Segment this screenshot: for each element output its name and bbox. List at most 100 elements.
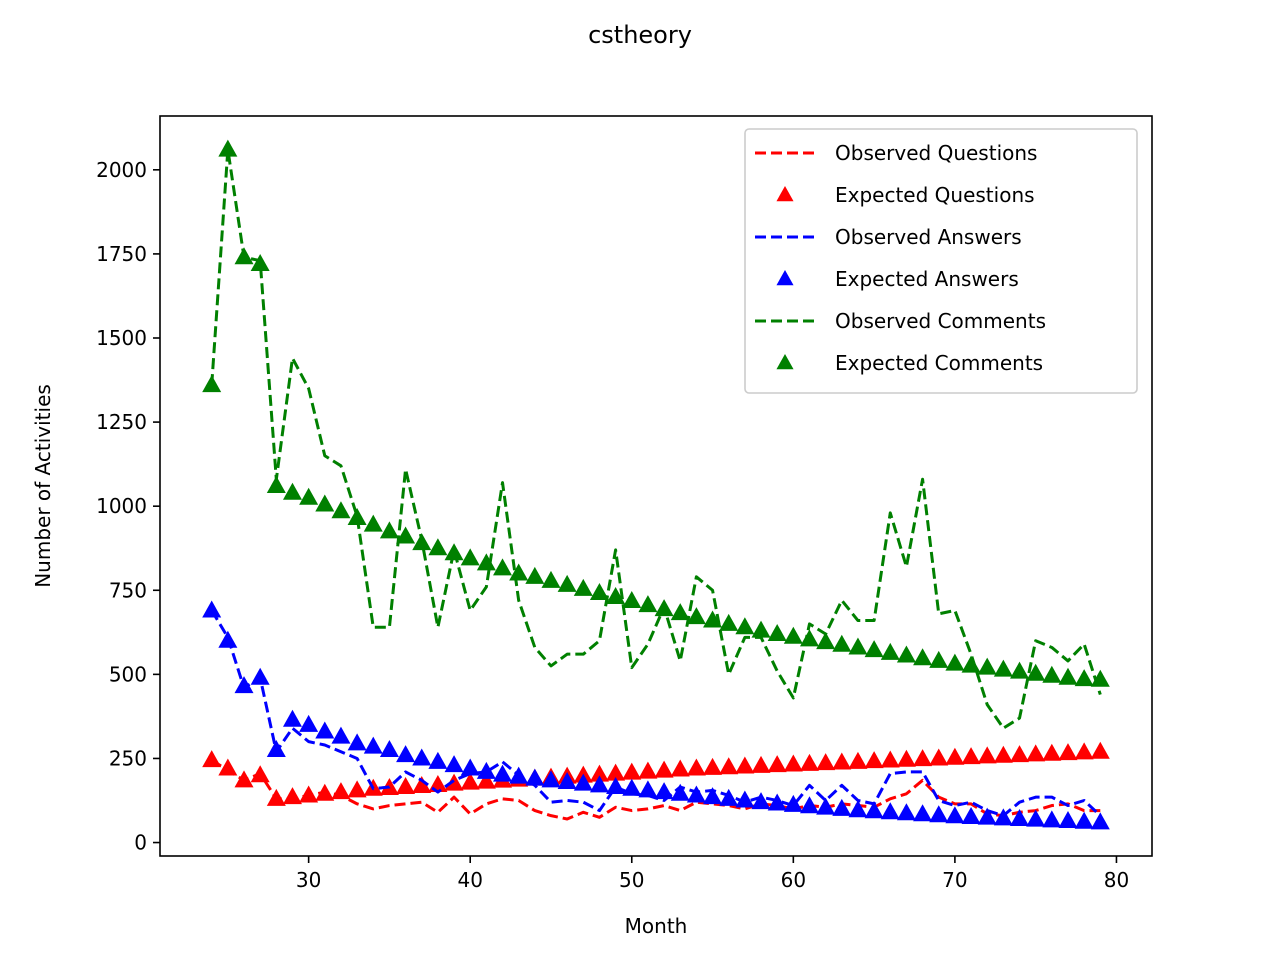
marker-expected-answers (993, 808, 1013, 826)
x-tick-label: 50 (619, 868, 644, 892)
marker-expected-answers (832, 798, 852, 816)
marker-expected-comments (218, 139, 238, 157)
legend-swatch-marker (776, 354, 794, 370)
marker-expected-answers (396, 745, 416, 763)
axes-frame (159, 115, 1153, 857)
marker-expected-answers (606, 777, 626, 795)
marker-expected-comments (476, 553, 496, 571)
marker-expected-questions (476, 771, 496, 789)
marker-expected-answers (703, 787, 723, 805)
series-observed-questions (210, 758, 1101, 821)
marker-expected-comments (250, 254, 270, 271)
marker-expected-comments (299, 487, 319, 505)
marker-expected-answers (799, 796, 819, 814)
marker-expected-questions (250, 765, 270, 783)
marker-expected-answers (460, 758, 480, 776)
y-tick-label: 1000 (96, 494, 147, 518)
legend-entry-observed-questions: Observed Questions (755, 141, 1037, 165)
legend-swatch-marker (776, 186, 794, 202)
legend: Observed Questions Expected Questions Obse… (744, 128, 1138, 394)
marker-expected-questions (444, 773, 464, 791)
marker-expected-answers (347, 733, 367, 751)
marker-expected-comments (751, 620, 771, 638)
marker-expected-comments (977, 657, 997, 675)
marker-expected-questions (783, 754, 803, 772)
marker-expected-answers (444, 755, 464, 773)
marker-expected-comments (589, 582, 609, 600)
marker-expected-questions (735, 756, 755, 774)
marker-expected-comments (1026, 663, 1046, 681)
marker-expected-questions (832, 752, 852, 770)
marker-expected-comments (1074, 669, 1094, 687)
legend-swatch-marker (776, 270, 794, 286)
y-tick-label: 0 (134, 831, 147, 855)
marker-expected-answers (864, 801, 884, 819)
marker-expected-comments (848, 637, 868, 655)
marker-expected-questions (751, 755, 771, 773)
y-tick-label: 1500 (96, 326, 147, 350)
marker-expected-answers (509, 766, 529, 784)
marker-expected-comments (412, 533, 432, 551)
marker-expected-comments (719, 613, 739, 631)
marker-expected-answers (848, 800, 868, 818)
marker-expected-answers (751, 792, 771, 810)
marker-expected-questions (379, 778, 399, 796)
plot-area (202, 139, 1110, 830)
marker-expected-questions (654, 760, 674, 778)
marker-expected-comments (606, 587, 626, 604)
marker-expected-questions (315, 783, 335, 801)
marker-expected-comments (444, 543, 464, 561)
legend-entry-observed-answers: Observed Answers (755, 225, 1022, 249)
legend-label: Expected Comments (835, 351, 1043, 375)
y-tick-label: 750 (109, 578, 147, 602)
marker-expected-answers (1042, 810, 1062, 828)
marker-expected-answers (412, 748, 432, 766)
legend-label: Expected Questions (835, 183, 1035, 207)
marker-expected-comments (783, 626, 803, 644)
marker-expected-answers (266, 740, 286, 758)
marker-expected-questions (848, 751, 868, 769)
marker-expected-comments (686, 607, 706, 625)
marker-expected-comments (913, 648, 933, 666)
x-axis-title: Month (625, 914, 688, 938)
marker-expected-answers (767, 793, 787, 811)
marker-expected-comments (1042, 665, 1062, 683)
marker-expected-comments (396, 526, 416, 544)
chart-title: cstheory (588, 21, 692, 49)
marker-expected-questions (1074, 742, 1094, 760)
marker-expected-questions (880, 750, 900, 768)
marker-expected-comments (638, 595, 658, 613)
marker-expected-comments (266, 476, 286, 493)
marker-expected-answers (1074, 811, 1094, 829)
marker-expected-answers (670, 783, 690, 801)
marker-expected-comments (654, 599, 674, 617)
marker-expected-answers (331, 726, 351, 744)
marker-expected-comments (896, 645, 916, 663)
marker-expected-questions (1042, 743, 1062, 761)
marker-expected-questions (266, 788, 286, 806)
marker-expected-questions (331, 782, 351, 800)
legend-label: Observed Answers (835, 225, 1022, 249)
marker-expected-answers (234, 676, 254, 694)
marker-expected-answers (541, 770, 561, 788)
marker-expected-answers (476, 761, 496, 779)
marker-expected-questions (864, 751, 884, 769)
legend-label: Observed Questions (835, 141, 1037, 165)
marker-expected-comments (767, 624, 787, 641)
axes: 30 40 50 60 70 80 0 250 500 750 1000 1250 1500 1750 20… (96, 115, 1153, 892)
marker-expected-questions (913, 749, 933, 767)
marker-expected-questions (993, 745, 1013, 763)
marker-expected-answers (202, 600, 222, 618)
legend-entry-expected-answers: Expected Answers (776, 267, 1019, 291)
marker-expected-answers (1010, 809, 1030, 826)
marker-expected-questions (234, 770, 254, 788)
plot-content (202, 139, 1110, 830)
marker-expected-answers (428, 751, 448, 769)
marker-expected-comments (816, 632, 836, 650)
marker-expected-questions (1058, 743, 1078, 761)
marker-expected-questions (218, 758, 238, 776)
marker-expected-comments (670, 603, 690, 621)
marker-expected-answers (686, 785, 706, 803)
marker-expected-questions (1026, 744, 1046, 762)
marker-expected-answers (896, 803, 916, 821)
